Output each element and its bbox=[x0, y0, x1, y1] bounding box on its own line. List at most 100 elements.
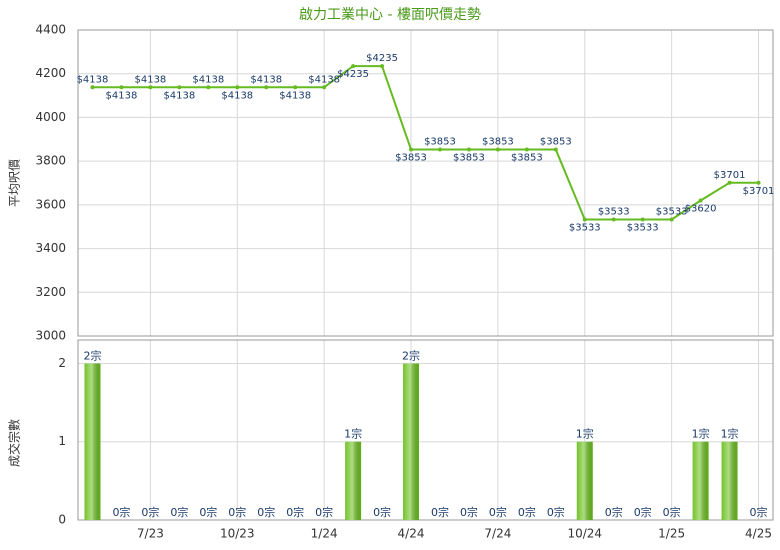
value-label: $3853 bbox=[424, 137, 456, 148]
value-label: 0宗 bbox=[634, 505, 652, 519]
value-label: $4138 bbox=[106, 90, 138, 101]
value-label: $4138 bbox=[308, 74, 340, 85]
x-tick-label: 7/23 bbox=[137, 527, 164, 541]
point bbox=[90, 85, 95, 90]
y-axis-title: 平均呎價 bbox=[8, 159, 22, 207]
value-label: $4235 bbox=[366, 53, 398, 64]
value-label: $3701 bbox=[743, 186, 775, 197]
point bbox=[235, 85, 240, 90]
x-tick-label: 4/25 bbox=[745, 527, 772, 541]
value-label: $3620 bbox=[685, 203, 717, 214]
point bbox=[495, 147, 500, 152]
plot-frame bbox=[77, 339, 774, 521]
point bbox=[437, 147, 442, 152]
value-label: 2宗 bbox=[402, 348, 420, 362]
value-label: 0宗 bbox=[460, 505, 478, 519]
value-label: $4138 bbox=[221, 90, 253, 101]
value-label: $4138 bbox=[250, 74, 282, 85]
point bbox=[322, 85, 327, 90]
x-tick-label: 1/24 bbox=[311, 527, 338, 541]
value-label: 1宗 bbox=[692, 427, 710, 441]
value-label: $3853 bbox=[511, 153, 543, 164]
value-label: 0宗 bbox=[489, 505, 507, 519]
value-label: 1宗 bbox=[721, 427, 739, 441]
value-label: 0宗 bbox=[431, 505, 449, 519]
y-tick-label: 0 bbox=[58, 513, 66, 527]
point bbox=[524, 147, 529, 152]
x-tick-label: 4/24 bbox=[398, 527, 425, 541]
bar-shine bbox=[345, 441, 362, 520]
bar-shine bbox=[403, 363, 420, 520]
value-label: 0宗 bbox=[112, 505, 130, 519]
y-tick-label: 4200 bbox=[35, 66, 66, 80]
x-tick-label: 7/24 bbox=[484, 527, 511, 541]
value-label: $4138 bbox=[134, 74, 166, 85]
x-tick-label: 10/24 bbox=[567, 527, 602, 541]
value-label: $4138 bbox=[163, 90, 195, 101]
point bbox=[264, 85, 269, 90]
value-label: $4138 bbox=[279, 90, 311, 101]
plot-frame bbox=[77, 29, 774, 337]
bar-shine bbox=[576, 441, 593, 520]
value-label: 0宗 bbox=[750, 505, 768, 519]
value-label: 0宗 bbox=[373, 505, 391, 519]
point bbox=[756, 180, 761, 185]
value-label: $4138 bbox=[192, 74, 224, 85]
point bbox=[582, 217, 587, 222]
value-label: 0宗 bbox=[141, 505, 159, 519]
y-tick-label: 3400 bbox=[35, 241, 66, 255]
point bbox=[177, 85, 182, 90]
value-label: 0宗 bbox=[199, 505, 217, 519]
value-label: $3701 bbox=[714, 170, 746, 181]
value-label: 0宗 bbox=[518, 505, 536, 519]
x-tick-label: 1/25 bbox=[658, 527, 685, 541]
value-label: $4138 bbox=[77, 74, 109, 85]
value-label: 0宗 bbox=[605, 505, 623, 519]
value-label: $3853 bbox=[395, 153, 427, 164]
point bbox=[148, 85, 153, 90]
point bbox=[553, 147, 558, 152]
y-tick-label: 4000 bbox=[35, 110, 66, 124]
point bbox=[698, 198, 703, 203]
value-label: $3853 bbox=[453, 153, 485, 164]
y-tick-label: 4400 bbox=[35, 23, 66, 37]
point bbox=[409, 147, 414, 152]
y-tick-label: 3200 bbox=[35, 285, 66, 299]
point bbox=[380, 64, 385, 69]
chart-title: 啟力工業中心 - 樓面呎價走勢 bbox=[299, 6, 481, 23]
value-label: $3533 bbox=[569, 223, 601, 234]
value-label: 0宗 bbox=[170, 505, 188, 519]
value-label: 0宗 bbox=[663, 505, 681, 519]
value-label: 0宗 bbox=[257, 505, 275, 519]
value-label: 2宗 bbox=[83, 348, 101, 362]
value-label: $3533 bbox=[598, 207, 630, 218]
value-label: 0宗 bbox=[286, 505, 304, 519]
value-label: 1宗 bbox=[344, 427, 362, 441]
point bbox=[206, 85, 211, 90]
point bbox=[611, 217, 616, 222]
value-label: 1宗 bbox=[576, 427, 594, 441]
point bbox=[119, 85, 124, 90]
point bbox=[640, 217, 645, 222]
value-label: $3533 bbox=[656, 207, 688, 218]
point bbox=[669, 217, 674, 222]
bar-shine bbox=[692, 441, 709, 520]
bar-shine bbox=[721, 441, 738, 520]
point bbox=[727, 180, 732, 185]
value-label: $3853 bbox=[482, 137, 514, 148]
y-tick-label: 3600 bbox=[35, 197, 66, 211]
price-line bbox=[92, 65, 759, 221]
y-tick-label: 3000 bbox=[35, 329, 66, 343]
point bbox=[466, 147, 471, 152]
point bbox=[293, 85, 298, 90]
y-tick-label: 2 bbox=[58, 356, 66, 370]
value-label: $3533 bbox=[627, 223, 659, 234]
y-tick-label: 3800 bbox=[35, 154, 66, 168]
value-label: $3853 bbox=[540, 137, 572, 148]
point bbox=[351, 64, 356, 69]
value-label: 0宗 bbox=[228, 505, 246, 519]
y-tick-label: 1 bbox=[58, 434, 66, 448]
x-tick-label: 10/23 bbox=[220, 527, 255, 541]
value-label: 0宗 bbox=[315, 505, 333, 519]
